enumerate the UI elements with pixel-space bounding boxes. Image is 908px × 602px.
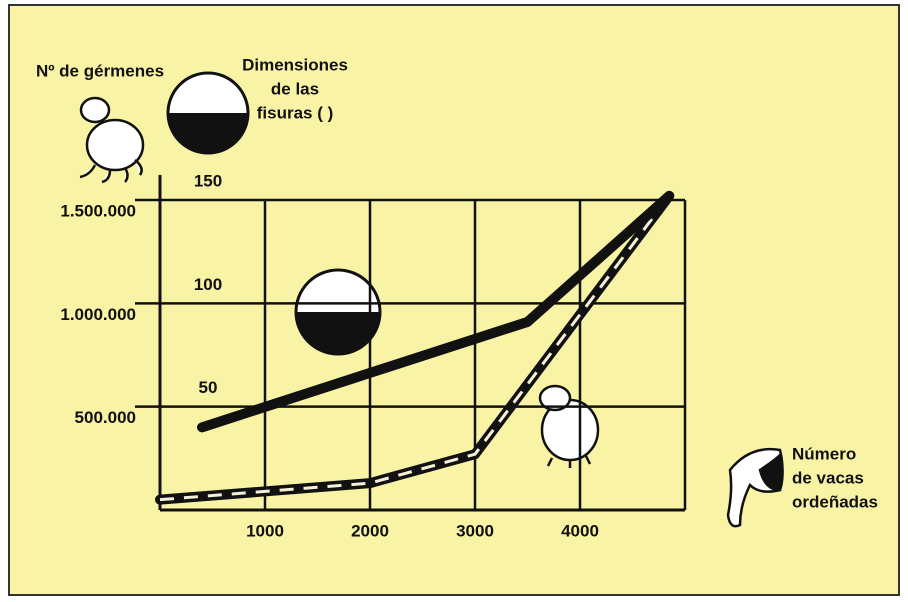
x-axis-label-line: de vacas <box>792 468 864 487</box>
y-tick-label: 500.000 <box>75 408 136 427</box>
x-tick-label: 4000 <box>561 521 599 540</box>
background <box>9 5 899 595</box>
x-axis-label-line: ordeñadas <box>792 492 878 511</box>
y2-tick-label: 50 <box>199 378 218 397</box>
x-tick-label: 3000 <box>456 521 494 540</box>
y2-axis-label-line: Dimensiones <box>242 55 348 74</box>
x-tick-label: 1000 <box>246 521 284 540</box>
sphere-icon <box>296 270 380 354</box>
y-tick-label: 1.500.000 <box>60 201 136 220</box>
y2-tick-label: 100 <box>194 275 222 294</box>
x-axis-label-line: Número <box>792 444 856 463</box>
y2-tick-label: 150 <box>194 171 222 190</box>
x-tick-label: 2000 <box>351 521 389 540</box>
y2-axis-label-line: fisuras ( ) <box>257 103 334 122</box>
sphere-icon <box>168 73 248 153</box>
y-axis-label: Nº de gérmenes <box>36 61 164 80</box>
y-tick-label: 1.000.000 <box>60 305 136 324</box>
chart: Nº de gérmenes Dimensiones de las fisuras … <box>0 0 908 602</box>
y2-axis-label-line: de las <box>271 79 319 98</box>
